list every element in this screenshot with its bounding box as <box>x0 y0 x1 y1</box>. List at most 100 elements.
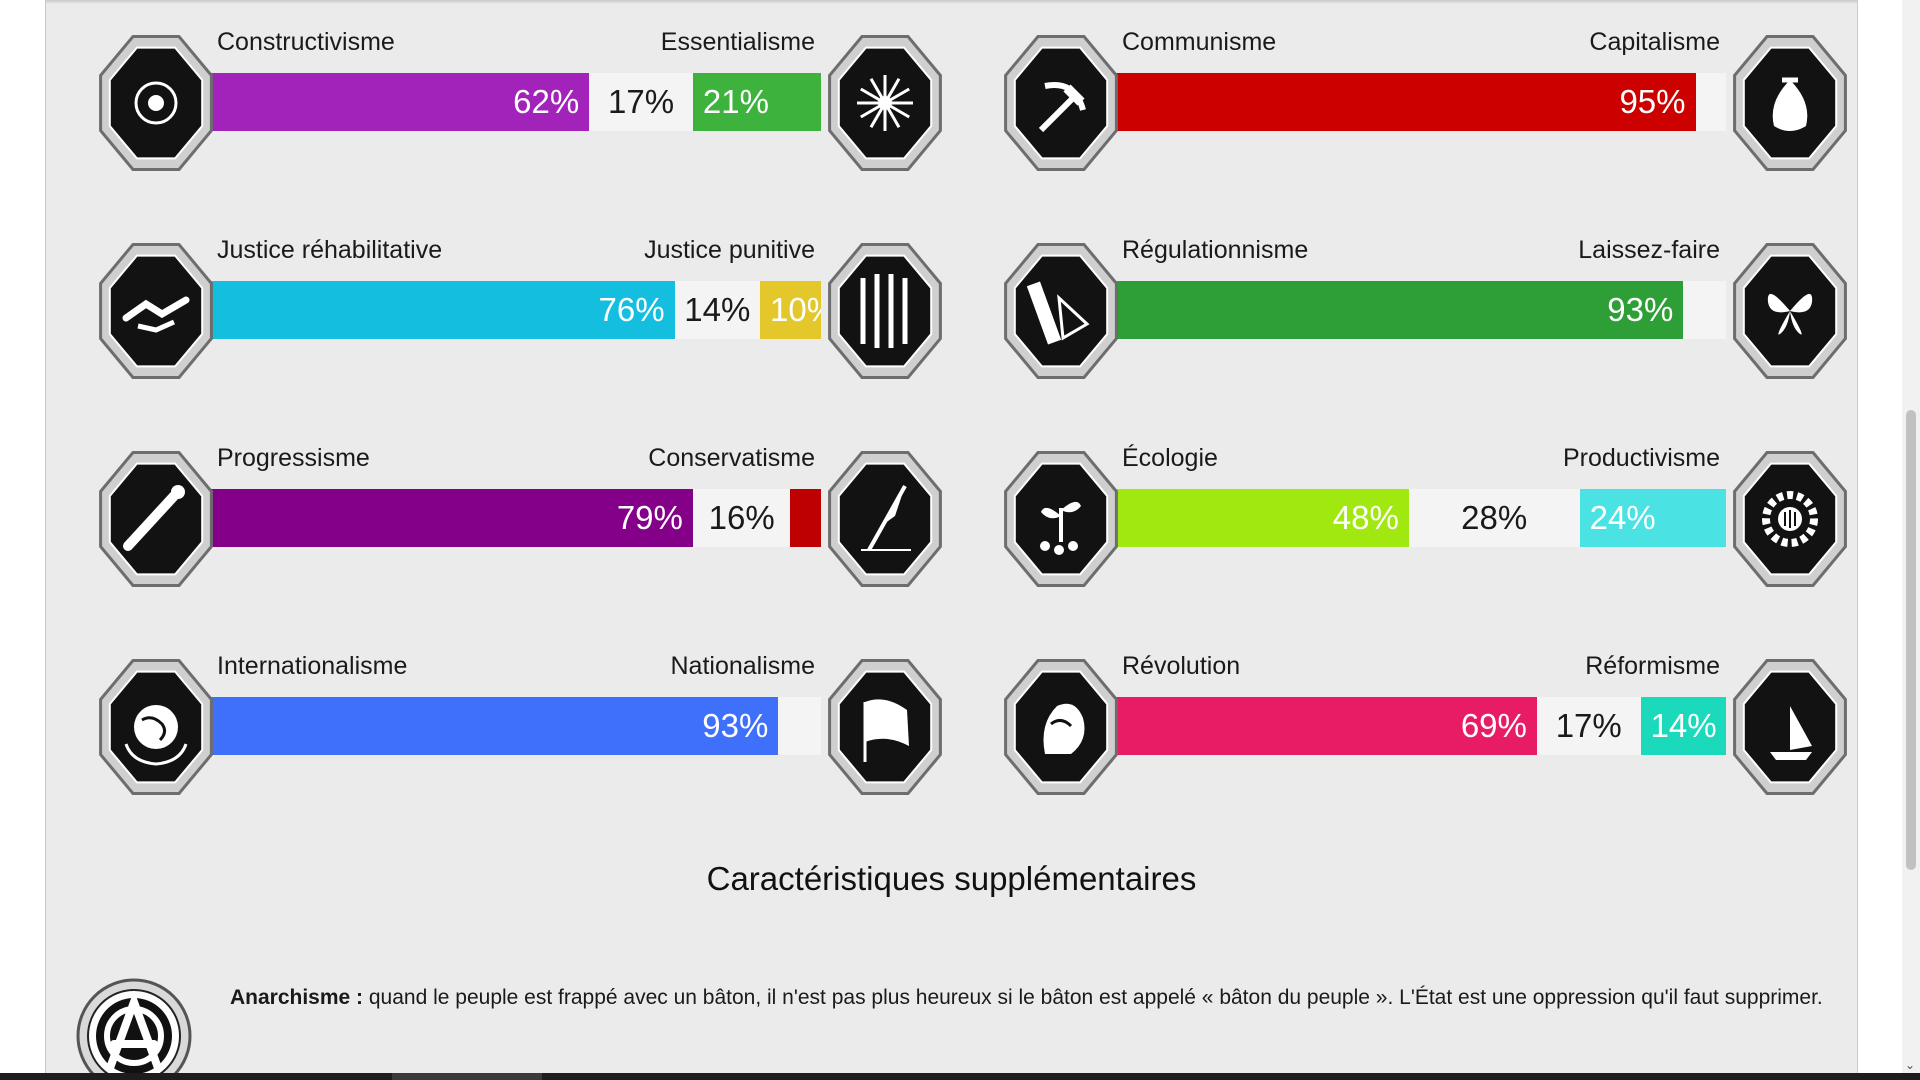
section-title: Caractéristiques supplémentaires <box>706 860 1197 897</box>
bar-value-label: 24% <box>1589 499 1656 536</box>
bar-segment-middle <box>778 697 821 755</box>
globe-laurel-icon <box>96 654 216 800</box>
axis-row: Constructivisme Essentialisme 62% 17% 21% <box>71 0 942 180</box>
bar-value-label: 69% <box>1460 707 1527 744</box>
axis-row: Communisme Capitalisme 95% <box>976 0 1847 180</box>
axis-row: Régulationnisme Laissez-faire 93% <box>976 208 1847 388</box>
axis-right-label: Essentialisme <box>660 28 815 56</box>
bar-value-label: 79% <box>616 499 683 536</box>
bar-segment-middle: 16% <box>692 489 791 547</box>
axis-left-label: Régulationnisme <box>1122 236 1309 264</box>
axis-bar: 76% 14% 10% <box>211 281 821 339</box>
bar-segment-left: 48% <box>1116 489 1409 547</box>
axis-left-label: Progressisme <box>217 444 370 472</box>
bar-segment-middle: 17% <box>589 73 693 131</box>
bar-value-label: 93% <box>702 707 769 744</box>
bar-value-label: 14% <box>1650 707 1717 744</box>
money-bag-icon <box>1730 30 1850 176</box>
scroll-down-arrow-icon[interactable]: ⌄ <box>1905 1058 1916 1072</box>
feature-name: Anarchisme : <box>230 986 364 1009</box>
bar-value-label: 28% <box>1461 499 1528 536</box>
bar-segment-middle: 17% <box>1536 697 1641 755</box>
bar-segment-left: 95% <box>1116 73 1696 131</box>
axis-bar: 93% <box>1116 281 1726 339</box>
bar-segment-left: 93% <box>1116 281 1684 339</box>
bar-value-label: 16% <box>708 499 775 536</box>
eye-icon <box>96 30 216 176</box>
chrysanthemum-icon <box>825 30 945 176</box>
scrollbar-thumb[interactable] <box>1906 410 1916 870</box>
axis-bar: 48% 28% 24% <box>1116 489 1726 547</box>
axis-row: Progressisme Conservatisme 79% 16% <box>71 416 942 596</box>
axis-bar: 69% 17% 14% <box>1116 697 1726 755</box>
axis-bar: 95% <box>1116 73 1726 131</box>
results-page: Constructivisme Essentialisme 62% 17% 21% Jus… <box>45 0 1858 1080</box>
bar-value-label: 10% <box>769 291 821 328</box>
axis-left-label: Écologie <box>1122 444 1218 472</box>
gear-factory-icon <box>1730 446 1850 592</box>
comet-icon <box>96 446 216 592</box>
bar-value-label: 21% <box>702 83 769 120</box>
bar-value-label: 17% <box>608 83 675 120</box>
bar-segment-middle <box>1695 73 1726 131</box>
bar-segment-right: 10% <box>759 281 821 339</box>
bar-value-label: 95% <box>1619 83 1686 120</box>
axis-bar: 93% <box>211 697 821 755</box>
bar-segment-left: 69% <box>1116 697 1537 755</box>
bar-segment-left: 62% <box>211 73 590 131</box>
bar-segment-right: 24% <box>1579 489 1726 547</box>
header-shadow <box>46 0 1857 4</box>
butterfly-icon <box>1730 238 1850 384</box>
axis-right-label: Conservatisme <box>648 444 815 472</box>
axis-left-label: Constructivisme <box>217 28 395 56</box>
scrollbar[interactable]: ⌄ <box>1902 0 1920 1080</box>
axis-row: Révolution Réformisme 69% 17% 14% <box>976 624 1847 804</box>
axis-row: Écologie Productivisme 48% 28% 24% <box>976 416 1847 596</box>
bar-segment-middle: 28% <box>1408 489 1580 547</box>
axis-row: Internationalisme Nationalisme 93% <box>71 624 942 804</box>
axis-results: Constructivisme Essentialisme 62% 17% 21% Jus… <box>46 0 1857 820</box>
bar-segment-right: 21% <box>692 73 821 131</box>
axis-right-label: Capitalisme <box>1589 28 1720 56</box>
sailboat-icon <box>1730 654 1850 800</box>
quill-pen-icon <box>825 446 945 592</box>
axis-bar: 79% 16% <box>211 489 821 547</box>
bar-value-label: 76% <box>598 291 665 328</box>
bar-segment-left: 93% <box>211 697 779 755</box>
sprout-icon <box>1001 446 1121 592</box>
axis-row: Justice réhabilitative Justice punitive 76… <box>71 208 942 388</box>
bar-value-label: 62% <box>513 83 580 120</box>
axis-left-label: Communisme <box>1122 28 1277 56</box>
bottom-bar <box>0 1073 1920 1080</box>
axis-bar: 62% 17% 21% <box>211 73 821 131</box>
bar-value-label: 14% <box>684 291 751 328</box>
prison-bars-icon <box>825 238 945 384</box>
bottom-bar-segment <box>392 1073 542 1080</box>
feature-anarchisme: Anarchisme : quand le peuple est frappé … <box>74 970 1834 1080</box>
axis-left-label: Internationalisme <box>217 652 408 680</box>
axis-right-label: Laissez-faire <box>1578 236 1720 264</box>
bar-segment-left: 79% <box>211 489 693 547</box>
axis-right-label: Réformisme <box>1585 652 1720 680</box>
axis-left-label: Révolution <box>1122 652 1241 680</box>
bar-segment-right: 14% <box>1640 697 1726 755</box>
hammer-sickle-icon <box>1001 30 1121 176</box>
bar-segment-right <box>790 489 821 547</box>
bar-value-label: 17% <box>1555 707 1622 744</box>
bar-value-label: 93% <box>1607 291 1674 328</box>
bar-segment-left: 76% <box>211 281 675 339</box>
handshake-icon <box>96 238 216 384</box>
axis-right-label: Nationalisme <box>670 652 815 680</box>
bar-segment-middle: 14% <box>674 281 760 339</box>
axis-right-label: Productivisme <box>1563 444 1720 472</box>
axis-right-label: Justice punitive <box>644 236 815 264</box>
feature-description: quand le peuple est frappé avec un bâton… <box>363 986 1823 1009</box>
ruler-icon <box>1001 238 1121 384</box>
axis-left-label: Justice réhabilitative <box>217 236 443 264</box>
bar-segment-middle <box>1683 281 1726 339</box>
fist-rose-icon <box>1001 654 1121 800</box>
flag-icon <box>825 654 945 800</box>
bar-value-label: 48% <box>1332 499 1399 536</box>
anarchy-badge-icon <box>74 976 194 1080</box>
feature-text: Anarchisme : quand le peuple est frappé … <box>230 986 1823 1010</box>
